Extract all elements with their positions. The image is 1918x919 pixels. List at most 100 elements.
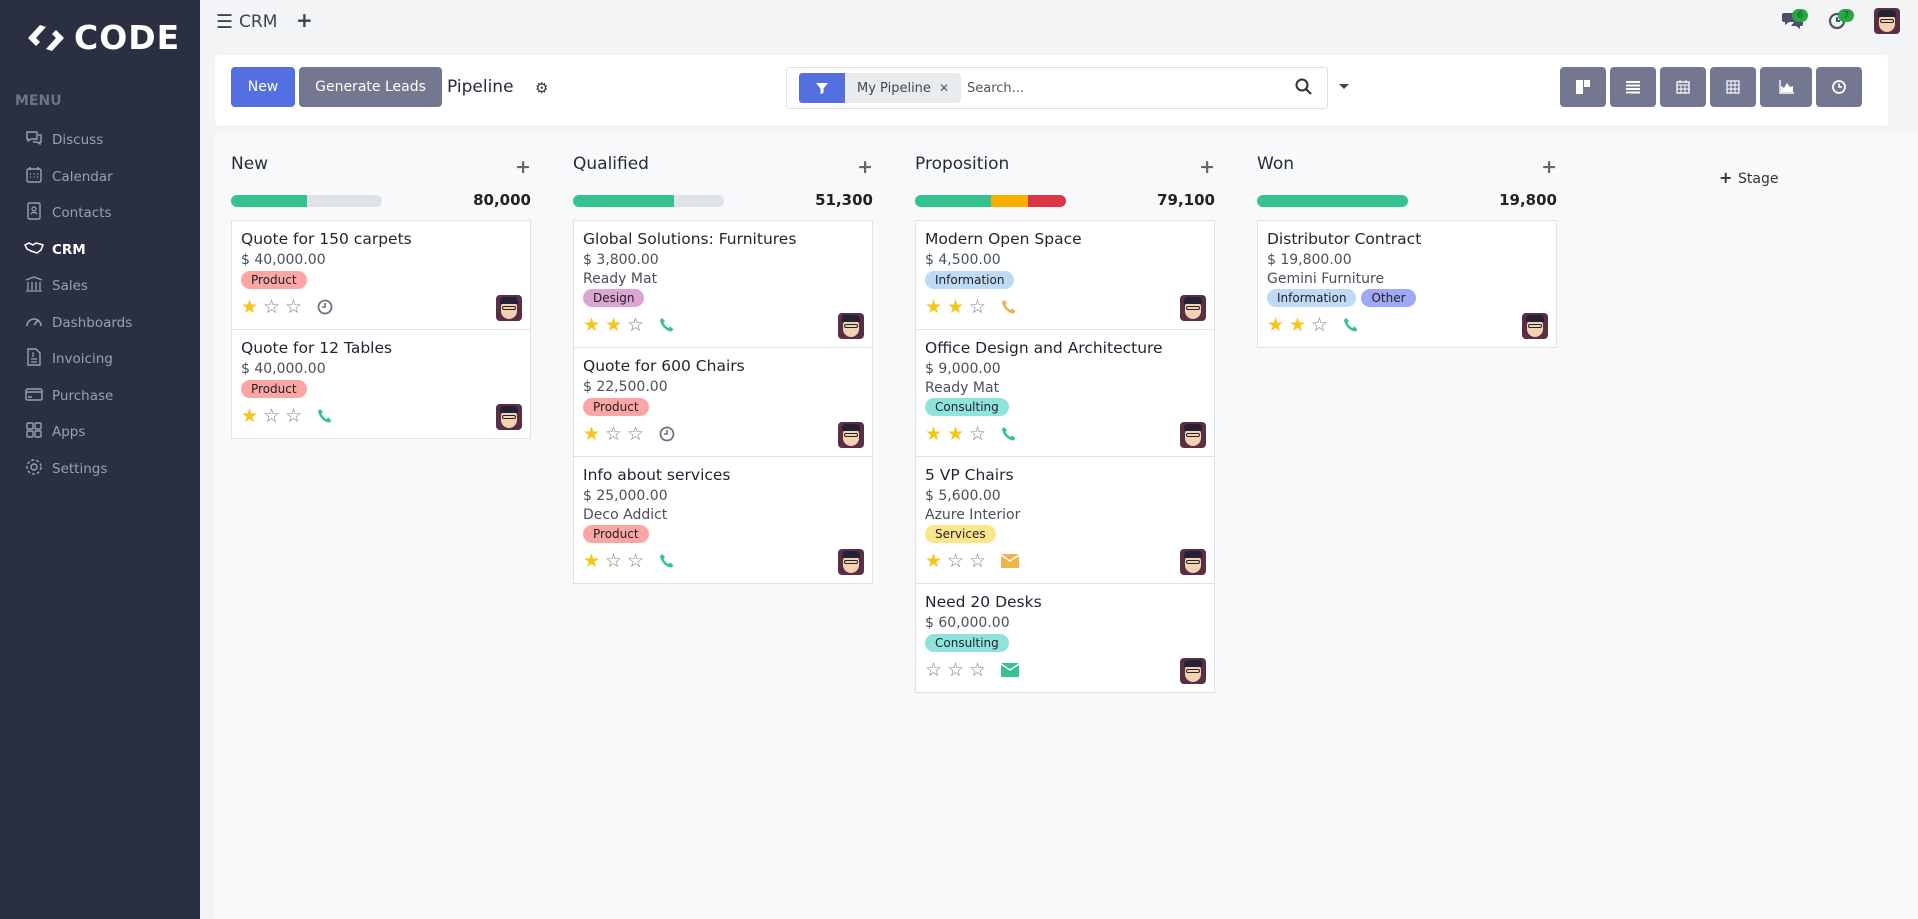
view-graph-button[interactable] bbox=[1760, 67, 1812, 107]
star-filled-icon[interactable]: ★ bbox=[1289, 314, 1307, 336]
progress-segment[interactable] bbox=[1257, 195, 1408, 207]
phone-icon[interactable] bbox=[1343, 317, 1359, 333]
remove-facet-close-icon[interactable]: ✕ bbox=[938, 81, 949, 95]
progress-segment[interactable] bbox=[573, 195, 675, 207]
phone-icon[interactable] bbox=[1001, 299, 1017, 315]
star-filled-icon[interactable]: ★ bbox=[1267, 314, 1285, 336]
user-avatar[interactable] bbox=[1874, 8, 1900, 34]
salesperson-avatar[interactable] bbox=[1180, 295, 1206, 321]
kanban-card[interactable]: Quote for 600 Chairs $ 22,500.00 Product ★ ☆… bbox=[574, 348, 872, 457]
sidebar-item-calendar[interactable]: Calendar bbox=[24, 159, 194, 196]
sidebar-item-purchase[interactable]: Purchase bbox=[24, 378, 194, 415]
quick-add-plus-icon[interactable]: + bbox=[857, 156, 873, 178]
sidebar-item-invoicing[interactable]: Invoicing bbox=[24, 341, 194, 378]
star-empty-icon[interactable]: ☆ bbox=[969, 659, 987, 681]
sidebar-item-sales[interactable]: Sales bbox=[24, 268, 194, 305]
phone-icon[interactable] bbox=[317, 408, 333, 424]
clock-icon[interactable] bbox=[317, 299, 333, 315]
sidebar-item-apps[interactable]: Apps bbox=[24, 414, 194, 451]
view-list-button[interactable] bbox=[1610, 67, 1656, 107]
progress-segment[interactable] bbox=[915, 195, 991, 207]
salesperson-avatar[interactable] bbox=[496, 404, 522, 430]
sidebar-item-settings[interactable]: Settings bbox=[24, 451, 194, 488]
kanban-card[interactable]: Quote for 12 Tables $ 40,000.00 Product ★ ☆ ☆ bbox=[232, 330, 530, 438]
star-filled-icon[interactable]: ★ bbox=[583, 550, 601, 572]
phone-icon[interactable] bbox=[659, 553, 675, 569]
new-button[interactable]: New bbox=[231, 67, 295, 107]
star-empty-icon[interactable]: ☆ bbox=[947, 550, 965, 572]
envelope-icon[interactable] bbox=[1001, 554, 1019, 568]
sidebar-item-crm[interactable]: CRM bbox=[23, 232, 194, 269]
column-progress-bar[interactable] bbox=[573, 195, 724, 207]
sidebar-item-contacts[interactable]: Contacts bbox=[24, 195, 194, 232]
quick-add-plus-icon[interactable]: + bbox=[1199, 156, 1215, 178]
generate-leads-button[interactable]: Generate Leads bbox=[299, 67, 442, 107]
quick-add-plus-icon[interactable]: + bbox=[515, 156, 531, 178]
progress-segment[interactable] bbox=[231, 195, 307, 207]
salesperson-avatar[interactable] bbox=[838, 313, 864, 339]
search-icon[interactable] bbox=[1295, 78, 1313, 96]
kanban-card[interactable]: Need 20 Desks $ 60,000.00 Consulting ☆ ☆ ☆ bbox=[916, 584, 1214, 692]
kanban-card[interactable]: Quote for 150 carpets $ 40,000.00 Product ★… bbox=[232, 221, 530, 330]
view-kanban-button[interactable] bbox=[1560, 67, 1606, 107]
salesperson-avatar[interactable] bbox=[496, 295, 522, 321]
star-empty-icon[interactable]: ☆ bbox=[947, 659, 965, 681]
star-filled-icon[interactable]: ★ bbox=[947, 423, 965, 445]
column-progress-bar[interactable] bbox=[1257, 195, 1408, 207]
quick-create-plus-icon[interactable]: + bbox=[296, 8, 313, 32]
star-empty-icon[interactable]: ☆ bbox=[969, 296, 987, 318]
star-empty-icon[interactable]: ☆ bbox=[969, 550, 987, 572]
view-calendar-button[interactable] bbox=[1660, 67, 1706, 107]
activities-button[interactable]: 7 bbox=[1828, 9, 1855, 32]
star-filled-icon[interactable]: ★ bbox=[925, 296, 943, 318]
view-pivot-button[interactable] bbox=[1710, 67, 1756, 107]
star-filled-icon[interactable]: ★ bbox=[241, 296, 259, 318]
salesperson-avatar[interactable] bbox=[838, 422, 864, 448]
progress-segment[interactable] bbox=[990, 195, 1029, 207]
quick-add-plus-icon[interactable]: + bbox=[1541, 156, 1557, 178]
envelope-icon[interactable] bbox=[1001, 663, 1019, 677]
star-empty-icon[interactable]: ☆ bbox=[285, 296, 303, 318]
star-empty-icon[interactable]: ☆ bbox=[627, 550, 645, 572]
star-empty-icon[interactable]: ☆ bbox=[969, 423, 987, 445]
brand-logo[interactable]: CODE bbox=[26, 18, 180, 57]
filter-toggle-button[interactable] bbox=[799, 73, 845, 103]
view-activity-button[interactable] bbox=[1816, 67, 1862, 107]
star-empty-icon[interactable]: ☆ bbox=[627, 423, 645, 445]
star-filled-icon[interactable]: ★ bbox=[605, 314, 623, 336]
salesperson-avatar[interactable] bbox=[1180, 422, 1206, 448]
star-filled-icon[interactable]: ★ bbox=[583, 423, 601, 445]
sidebar-item-dashboards[interactable]: Dashboards bbox=[24, 305, 194, 342]
salesperson-avatar[interactable] bbox=[1180, 549, 1206, 575]
phone-icon[interactable] bbox=[659, 317, 675, 333]
column-progress-bar[interactable] bbox=[231, 195, 382, 207]
star-empty-icon[interactable]: ☆ bbox=[263, 296, 281, 318]
salesperson-avatar[interactable] bbox=[1522, 313, 1548, 339]
search-options-caret-icon[interactable] bbox=[1339, 84, 1349, 89]
kanban-card[interactable]: Office Design and Architecture $ 9,000.00… bbox=[916, 330, 1214, 457]
add-stage-button[interactable]: + Stage bbox=[1719, 168, 1778, 187]
star-empty-icon[interactable]: ☆ bbox=[605, 423, 623, 445]
star-filled-icon[interactable]: ★ bbox=[925, 423, 943, 445]
star-filled-icon[interactable]: ★ bbox=[583, 314, 601, 336]
star-filled-icon[interactable]: ★ bbox=[947, 296, 965, 318]
clock-icon[interactable] bbox=[659, 426, 675, 442]
search-input[interactable] bbox=[967, 74, 1267, 102]
star-filled-icon[interactable]: ★ bbox=[241, 405, 259, 427]
kanban-card[interactable]: Global Solutions: Furnitures $ 3,800.00 Re… bbox=[574, 221, 872, 348]
messages-button[interactable]: 6 bbox=[1782, 9, 1809, 32]
star-empty-icon[interactable]: ☆ bbox=[263, 405, 281, 427]
kanban-card[interactable]: Info about services $ 25,000.00 Deco Addic… bbox=[574, 457, 872, 583]
kanban-card[interactable]: Modern Open Space $ 4,500.00 Information ★ ★… bbox=[916, 221, 1214, 330]
progress-segment[interactable] bbox=[1028, 195, 1066, 207]
star-empty-icon[interactable]: ☆ bbox=[1311, 314, 1329, 336]
star-empty-icon[interactable]: ☆ bbox=[285, 405, 303, 427]
star-empty-icon[interactable]: ☆ bbox=[605, 550, 623, 572]
kanban-card[interactable]: 5 VP Chairs $ 5,600.00 Azure Interior Servi… bbox=[916, 457, 1214, 584]
star-empty-icon[interactable]: ☆ bbox=[925, 659, 943, 681]
column-progress-bar[interactable] bbox=[915, 195, 1066, 207]
salesperson-avatar[interactable] bbox=[1180, 658, 1206, 684]
phone-icon[interactable] bbox=[1001, 426, 1017, 442]
sidebar-item-discuss[interactable]: Discuss bbox=[24, 122, 194, 159]
star-empty-icon[interactable]: ☆ bbox=[627, 314, 645, 336]
